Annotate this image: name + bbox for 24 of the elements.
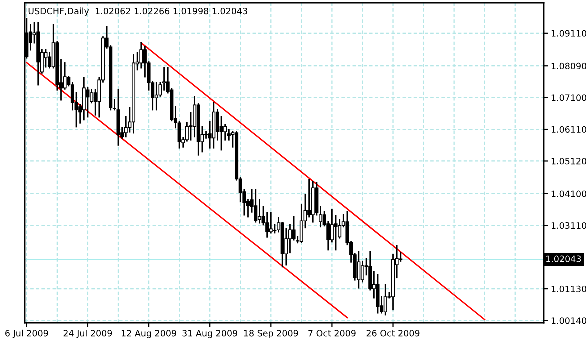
candlestick: [376, 274, 380, 314]
x-tick-label: 31 Aug 2009: [182, 330, 238, 338]
candlestick: [254, 189, 258, 223]
candlestick: [269, 212, 273, 234]
candlestick: [357, 251, 361, 289]
x-tick-label: 24 Jul 2009: [64, 330, 112, 338]
candlestick: [224, 124, 228, 141]
candlestick: [384, 284, 388, 316]
text: USDCHF,Daily 1.02062 1.02266 1.01998 1.02043: [28, 8, 248, 16]
candlestick: [82, 77, 86, 121]
candlestick: [220, 116, 224, 151]
candlestick: [292, 216, 296, 241]
candlestick: [308, 179, 312, 218]
candlestick: [140, 42, 144, 69]
x-tick-label: 6 Jul 2009: [6, 330, 48, 338]
ref-line-label: 1.02043: [546, 256, 582, 262]
x-tick-label: 18 Sep 2009: [244, 330, 298, 338]
candlestick: [154, 82, 158, 111]
x-tick-label: 12 Aug 2009: [122, 330, 176, 338]
candlestick: [360, 261, 364, 283]
x-tick-label: 26 Oct 2009: [366, 330, 420, 337]
x-tick-label: 7 Oct 2009: [308, 330, 356, 337]
candlestick: [258, 199, 262, 224]
candlestick: [86, 88, 90, 118]
